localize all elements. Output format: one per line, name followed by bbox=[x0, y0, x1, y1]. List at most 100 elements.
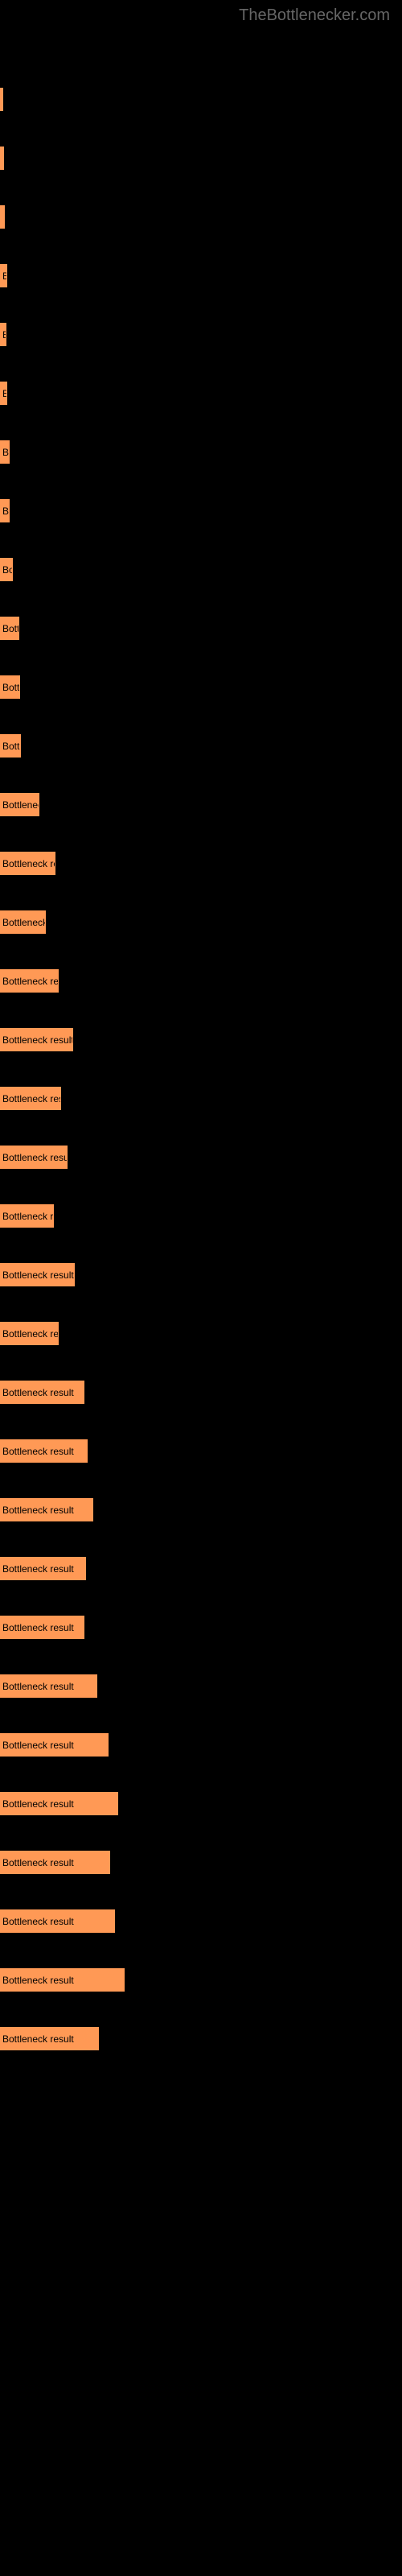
bar-label: B bbox=[2, 329, 6, 341]
bar-row: Bottleneck result bbox=[0, 1616, 402, 1639]
bar-row bbox=[0, 88, 402, 111]
bar-row bbox=[0, 147, 402, 170]
bar-label: B bbox=[2, 447, 9, 458]
bar-label: Bott bbox=[2, 741, 19, 752]
bar bbox=[0, 205, 5, 229]
bar: Bottleneck result bbox=[0, 1968, 125, 1992]
bar-row: Bottleneck result bbox=[0, 2027, 402, 2050]
bar bbox=[0, 147, 4, 170]
bar-label: Bottleneck result bbox=[2, 1269, 74, 1281]
bar: Bott bbox=[0, 734, 21, 758]
bar-row: Bottleneck re bbox=[0, 1204, 402, 1228]
bar: Bottleneck result bbox=[0, 1674, 97, 1698]
bar-row: Bottleneck result bbox=[0, 1733, 402, 1757]
bar-label: B bbox=[2, 388, 7, 399]
bar: Bottleneck result bbox=[0, 2027, 99, 2050]
bar: Bottleneck result bbox=[0, 1381, 84, 1404]
bar: Bott bbox=[0, 617, 19, 640]
bar-row: Bottleneck res bbox=[0, 969, 402, 993]
bar: Bott bbox=[0, 675, 20, 699]
bar: Bottleneck result bbox=[0, 1909, 115, 1933]
bar-label: B bbox=[2, 270, 7, 282]
bar-row: Bott bbox=[0, 734, 402, 758]
bar-label: Bottleneck result bbox=[2, 1622, 74, 1633]
bar: Bottleneck result bbox=[0, 1616, 84, 1639]
bar-row: Bottleneck result bbox=[0, 1557, 402, 1580]
bar-chart: B B B B B Bo Bott Bott Bott Bottlenec Bottleneck r… bbox=[0, 31, 402, 2102]
bar-label: Bottleneck resul bbox=[2, 1152, 68, 1163]
bar-label: Bottleneck re bbox=[2, 1211, 54, 1222]
bar-label: Bottleneck result bbox=[2, 2033, 74, 2045]
bar: Bottleneck resul bbox=[0, 1146, 68, 1169]
bar-label: Bottleneck result bbox=[2, 1446, 74, 1457]
bar: B bbox=[0, 499, 10, 522]
bar: Bottleneck result bbox=[0, 1028, 73, 1051]
bar-row: B bbox=[0, 499, 402, 522]
bar-row: Bott bbox=[0, 675, 402, 699]
bar-row: Bott bbox=[0, 617, 402, 640]
bar-row: Bottleneck result bbox=[0, 1381, 402, 1404]
bar bbox=[0, 88, 3, 111]
bar-row: B bbox=[0, 382, 402, 405]
bar-label: Bottleneck re bbox=[2, 858, 55, 869]
bar: Bottlenec bbox=[0, 793, 39, 816]
bar-row: Bottleneck result bbox=[0, 1028, 402, 1051]
bar-row: Bottleneck result bbox=[0, 1674, 402, 1698]
bar-label: Bottleneck result bbox=[2, 1387, 74, 1398]
bar-row: Bottleneck result bbox=[0, 1909, 402, 1933]
bar-label: B bbox=[2, 506, 9, 517]
bar: Bottleneck result bbox=[0, 1263, 75, 1286]
bar-row: B bbox=[0, 323, 402, 346]
bar-row: Bo bbox=[0, 558, 402, 581]
bar: B bbox=[0, 264, 7, 287]
bar-label: Bott bbox=[2, 682, 19, 693]
bar: Bottleneck result bbox=[0, 1498, 93, 1521]
bar-row: Bottleneck result bbox=[0, 1851, 402, 1874]
bar-row: Bottleneck result bbox=[0, 1792, 402, 1815]
bar-row: Bottlenec bbox=[0, 793, 402, 816]
bar-label: Bottleneck res bbox=[2, 1093, 61, 1104]
bar-label: Bottlenec bbox=[2, 799, 39, 811]
bar-label: Bottleneck result bbox=[2, 1034, 73, 1046]
bar: Bottleneck result bbox=[0, 1851, 110, 1874]
bar: Bottleneck result bbox=[0, 1792, 118, 1815]
watermark-text: TheBottlenecker.com bbox=[0, 0, 402, 31]
bar-row: Bottleneck result bbox=[0, 1498, 402, 1521]
bar: Bo bbox=[0, 558, 13, 581]
bar-row: B bbox=[0, 440, 402, 464]
bar-row: Bottleneck re bbox=[0, 852, 402, 875]
bar: Bottleneck result bbox=[0, 1439, 88, 1463]
bar-label: Bottleneck result bbox=[2, 1563, 74, 1575]
bar-row: Bottleneck resul bbox=[0, 1146, 402, 1169]
bar-label: Bottleneck result bbox=[2, 1916, 74, 1927]
bar-label: Bottleneck bbox=[2, 917, 46, 928]
bar-label: Bottleneck result bbox=[2, 1505, 74, 1516]
bar: Bottleneck bbox=[0, 910, 46, 934]
bar-row: Bottleneck res bbox=[0, 1322, 402, 1345]
bar: Bottleneck result bbox=[0, 1557, 86, 1580]
bar-row: Bottleneck result bbox=[0, 1968, 402, 1992]
bar-label: Bottleneck result bbox=[2, 1740, 74, 1751]
bar-label: Bott bbox=[2, 623, 19, 634]
bar-label: Bottleneck result bbox=[2, 1857, 74, 1868]
bar: Bottleneck res bbox=[0, 1087, 61, 1110]
bar-row: Bottleneck bbox=[0, 910, 402, 934]
bar-label: Bottleneck res bbox=[2, 1328, 59, 1340]
bar: B bbox=[0, 323, 6, 346]
bar: Bottleneck res bbox=[0, 969, 59, 993]
bar-row bbox=[0, 205, 402, 229]
bar: B bbox=[0, 382, 7, 405]
bar-label: Bo bbox=[2, 564, 13, 576]
bar-row: Bottleneck result bbox=[0, 1439, 402, 1463]
bar-row: B bbox=[0, 264, 402, 287]
bar-label: Bottleneck result bbox=[2, 1798, 74, 1810]
bar: Bottleneck re bbox=[0, 852, 55, 875]
bar-label: Bottleneck result bbox=[2, 1975, 74, 1986]
bar-row: Bottleneck res bbox=[0, 1087, 402, 1110]
bar-row: Bottleneck result bbox=[0, 1263, 402, 1286]
bar: B bbox=[0, 440, 10, 464]
bar: Bottleneck result bbox=[0, 1733, 109, 1757]
bar-label: Bottleneck result bbox=[2, 1681, 74, 1692]
bar: Bottleneck res bbox=[0, 1322, 59, 1345]
bar-label: Bottleneck res bbox=[2, 976, 59, 987]
